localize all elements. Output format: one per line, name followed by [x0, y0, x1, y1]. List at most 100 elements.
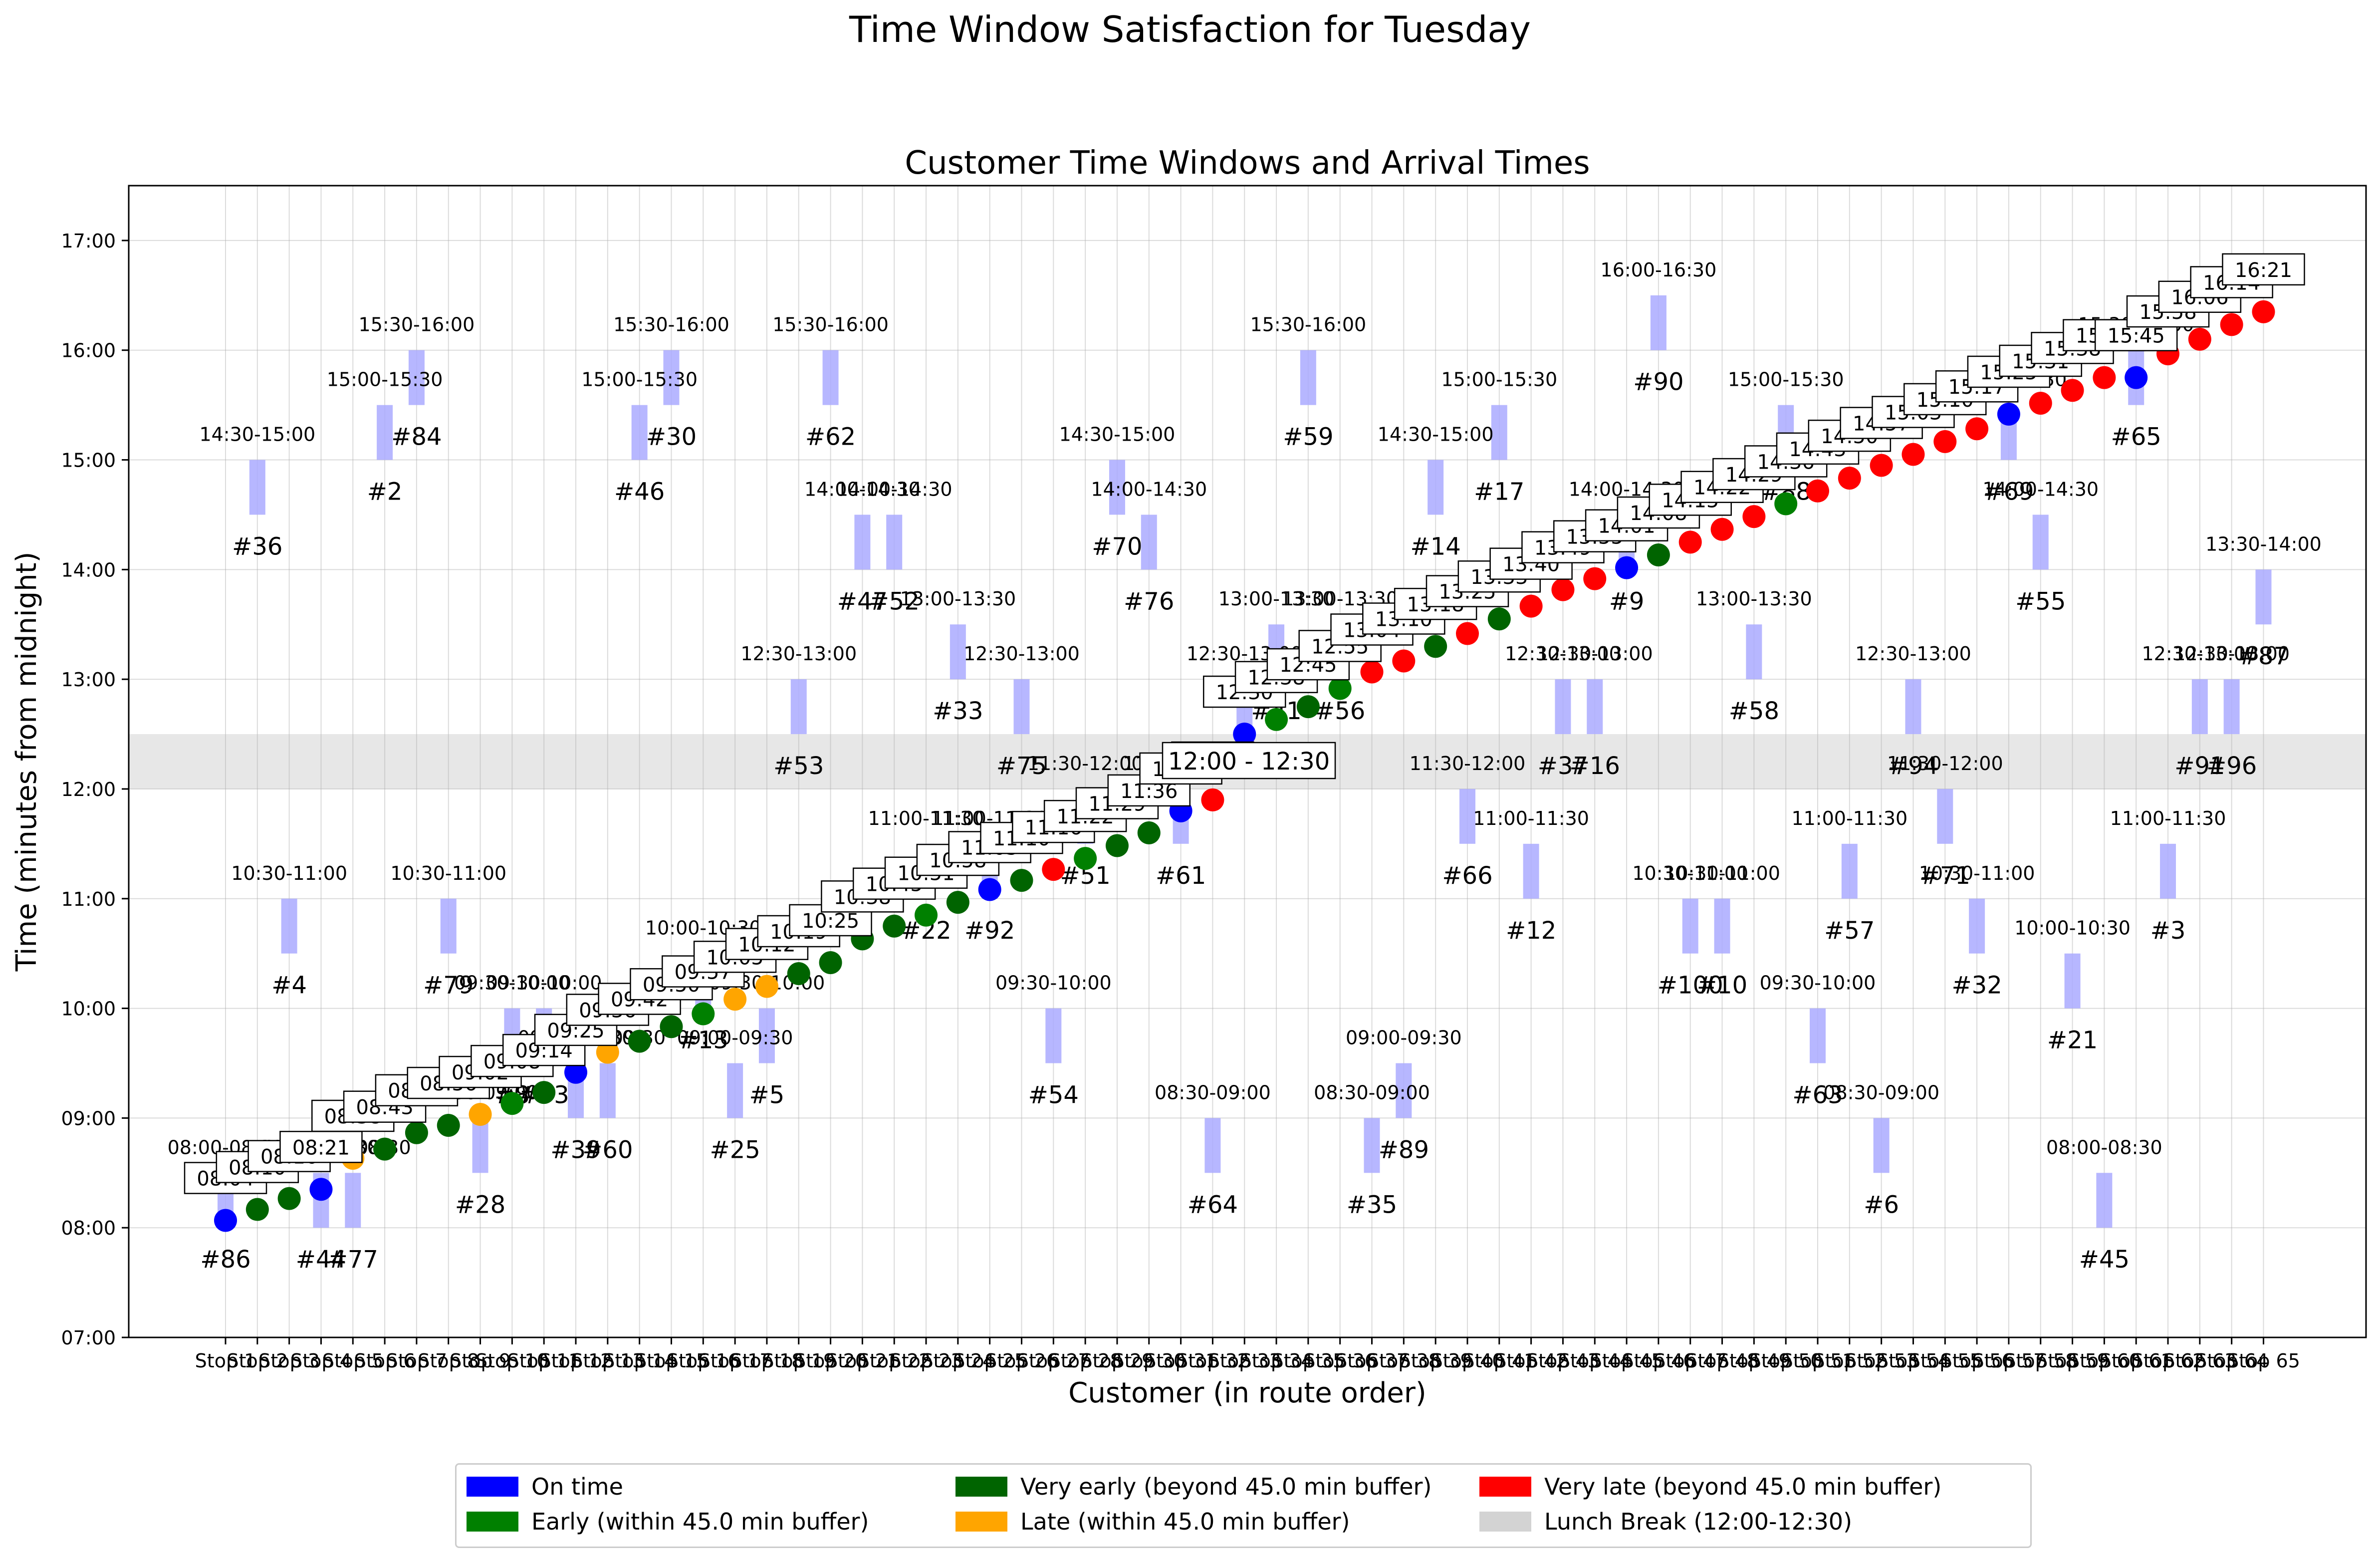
arrival-point — [1010, 869, 1033, 892]
customer-label: #66 — [1442, 862, 1492, 890]
time-window-bar — [886, 515, 903, 570]
x-tick-label: Stop 59 — [2036, 1350, 2109, 1372]
time-window-label: 15:00-15:30 — [1441, 369, 1557, 391]
time-window-bar — [281, 898, 297, 954]
x-tick-label: Stop 31 — [1144, 1350, 1217, 1372]
x-tick-label: Stop 26 — [985, 1350, 1058, 1372]
arrival-point — [2061, 379, 2084, 402]
customer-label: #59 — [1283, 423, 1333, 451]
time-window-bar — [663, 350, 680, 405]
x-tick-label: Stop 19 — [762, 1350, 835, 1372]
x-tick-label: Stop 18 — [730, 1350, 804, 1372]
time-window-bar — [1523, 843, 1539, 899]
x-tick-label: Stop 54 — [1877, 1350, 1950, 1372]
arrival-point — [1265, 708, 1288, 731]
x-tick-label: Stop 5 — [322, 1350, 384, 1372]
lunch-break-label-text: 12:00 - 12:30 — [1168, 748, 1330, 776]
x-tick-label: Stop 9 — [450, 1350, 511, 1372]
time-window-label: 12:30-13:00 — [740, 643, 857, 665]
time-window-label: 13:00-13:30 — [900, 588, 1016, 610]
x-tick-label: Stop 7 — [386, 1350, 448, 1372]
time-window-bar — [2160, 843, 2176, 899]
time-window-bar — [345, 1173, 361, 1228]
legend-swatch — [955, 1512, 1007, 1532]
y-tick-label: 08:00 — [61, 1217, 116, 1239]
arrival-point — [469, 1103, 492, 1126]
time-window-label: 12:30-13:00 — [1505, 643, 1621, 665]
x-tick-label: Stop 10 — [476, 1350, 549, 1372]
arrival-point — [1296, 695, 1320, 719]
customer-label: #54 — [1028, 1081, 1079, 1109]
time-window-bar — [1013, 679, 1030, 735]
arrival-label: 08:21 — [279, 1131, 363, 1163]
arrival-point — [1424, 635, 1447, 658]
x-tick-label: Stop 13 — [571, 1350, 644, 1372]
time-window-label: 14:00-14:30 — [1982, 478, 2099, 500]
arrival-point — [978, 878, 1001, 901]
arrival-point — [1678, 530, 1702, 554]
time-window-label: 08:30-09:00 — [1155, 1081, 1271, 1103]
x-tick-label: Stop 28 — [1049, 1350, 1122, 1372]
arrival-label-text: 08:21 — [292, 1136, 350, 1159]
arrival-point — [1042, 858, 1065, 881]
time-window-bar — [631, 405, 648, 460]
arrival-point — [1455, 622, 1479, 645]
arrival-point — [1902, 443, 1925, 466]
customer-label: #57 — [1824, 917, 1875, 945]
time-window-bar — [440, 898, 457, 954]
arrival-point — [1710, 518, 1734, 541]
customer-label: #46 — [614, 478, 665, 506]
time-window-bar — [1937, 788, 1953, 844]
x-tick-label: Stop 53 — [1845, 1350, 1918, 1372]
x-tick-label: Stop 38 — [1367, 1350, 1440, 1372]
customer-label: #10 — [1697, 972, 1747, 1000]
arrival-point — [883, 914, 906, 938]
customer-label: #58 — [1729, 697, 1779, 725]
time-window-label: 11:00-11:30 — [1473, 807, 1589, 829]
arrival-point — [373, 1137, 397, 1161]
arrival-point — [2093, 366, 2116, 389]
customer-label: #3 — [2150, 917, 2186, 945]
y-tick-label: 17:00 — [61, 230, 116, 252]
customer-label: #61 — [1156, 862, 1206, 890]
x-tick-label: Stop 12 — [539, 1350, 613, 1372]
customer-label: #6 — [1864, 1191, 1899, 1219]
time-window-bar — [758, 1008, 775, 1063]
y-tick-label: 09:00 — [61, 1107, 116, 1129]
time-window-label: 14:30-15:00 — [1378, 424, 1494, 446]
customer-label: #76 — [1124, 587, 1174, 615]
time-window-label: 11:30-12:00 — [1410, 753, 1526, 775]
arrival-point — [277, 1187, 301, 1210]
time-window-bar — [1969, 898, 1985, 954]
arrival-point — [755, 975, 778, 998]
time-window-label: 14:30-15:00 — [199, 424, 315, 446]
arrival-point — [2220, 313, 2243, 336]
arrival-point — [1233, 723, 1256, 746]
arrival-point — [1806, 479, 1829, 503]
x-tick-label: Stop 29 — [1081, 1350, 1154, 1372]
time-window-bar — [2032, 515, 2049, 570]
y-tick-label: 16:00 — [61, 340, 116, 362]
time-window-bar — [1364, 1118, 1380, 1173]
time-window-bar — [2191, 679, 2208, 735]
time-window-label: 09:00-09:30 — [677, 1027, 793, 1048]
legend-label: Lunch Break (12:00-12:30) — [1544, 1508, 1853, 1535]
customer-label: #25 — [710, 1136, 760, 1164]
customer-label: #90 — [1633, 368, 1683, 396]
arrival-point — [1583, 567, 1607, 590]
lunch-break-label-box — [1162, 742, 1336, 780]
time-window-bar — [1810, 1008, 1826, 1063]
legend-label: Very late (beyond 45.0 min buffer) — [1544, 1473, 1942, 1500]
arrival-point — [1870, 454, 1893, 477]
x-tick-label: Stop 17 — [699, 1350, 772, 1372]
time-window-label: 10:30-11:00 — [1664, 862, 1780, 884]
time-window-bar — [472, 1118, 488, 1173]
time-window-bar — [854, 515, 871, 570]
customer-label: #56 — [1315, 697, 1365, 725]
time-window-label: 14:30-15:00 — [1059, 424, 1176, 446]
legend-swatch — [467, 1477, 518, 1497]
time-window-bar — [2223, 679, 2240, 735]
time-window-bar — [599, 1063, 616, 1118]
